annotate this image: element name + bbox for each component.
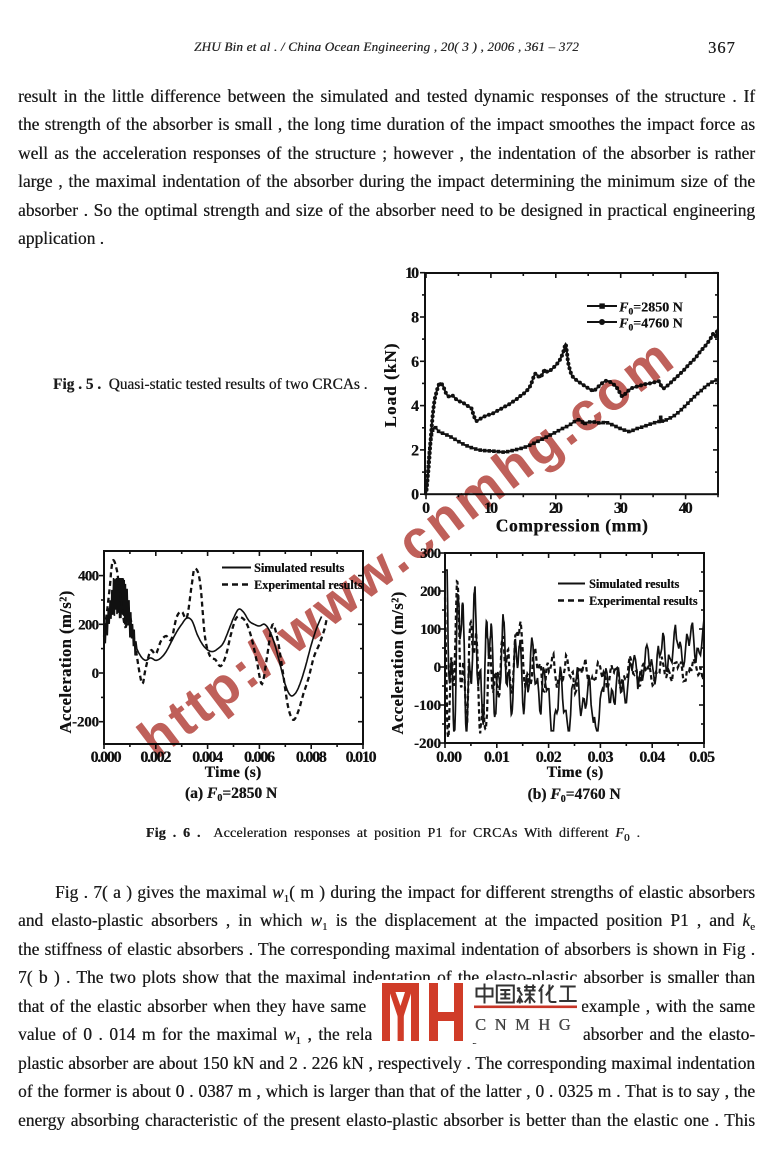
svg-text:10: 10 xyxy=(405,265,419,282)
svg-text:0.04: 0.04 xyxy=(639,749,665,766)
svg-text:2: 2 xyxy=(411,442,419,459)
svg-text:C N M H G: C N M H G xyxy=(475,1015,573,1034)
svg-text:20: 20 xyxy=(549,500,563,517)
svg-text:200: 200 xyxy=(420,584,441,600)
svg-text:0: 0 xyxy=(422,500,430,517)
svg-text:10: 10 xyxy=(484,500,498,517)
svg-text:0.008: 0.008 xyxy=(296,749,327,766)
svg-text:Simulated results: Simulated results xyxy=(589,577,679,591)
svg-text:0.010: 0.010 xyxy=(346,749,377,766)
svg-text:Time (s): Time (s) xyxy=(547,764,604,781)
svg-text:0.03: 0.03 xyxy=(587,749,613,766)
svg-text:-200: -200 xyxy=(414,736,441,752)
svg-text:200: 200 xyxy=(78,617,99,633)
svg-text:Experimental results: Experimental results xyxy=(254,578,363,592)
svg-text:0.004: 0.004 xyxy=(192,749,223,766)
svg-text:0: 0 xyxy=(434,660,442,676)
svg-text:300: 300 xyxy=(420,546,441,562)
svg-text:8: 8 xyxy=(411,310,419,327)
svg-text:Load (kN): Load (kN) xyxy=(381,343,400,428)
svg-text:Simulated results: Simulated results xyxy=(254,561,344,575)
svg-text:(b) F0=4760 N: (b) F0=4760 N xyxy=(527,786,620,805)
svg-text:Experimental results: Experimental results xyxy=(589,594,698,608)
svg-text:Acceleration (m/s²): Acceleration (m/s²) xyxy=(56,590,75,733)
svg-text:0.002: 0.002 xyxy=(140,749,171,766)
svg-text:F0=4760 N: F0=4760 N xyxy=(618,317,683,334)
svg-text:-200: -200 xyxy=(72,715,99,731)
svg-text:-100: -100 xyxy=(414,698,441,714)
svg-text:0.01: 0.01 xyxy=(484,749,510,766)
svg-text:100: 100 xyxy=(420,622,441,638)
svg-text:6: 6 xyxy=(411,354,419,371)
svg-text:0.02: 0.02 xyxy=(536,749,562,766)
svg-text:0.00: 0.00 xyxy=(436,749,462,766)
svg-text:30: 30 xyxy=(614,500,628,517)
svg-text:40: 40 xyxy=(679,500,693,517)
svg-text:(a) F0=2850 N: (a) F0=2850 N xyxy=(185,785,277,804)
svg-text:0.000: 0.000 xyxy=(91,749,122,766)
svg-text:4: 4 xyxy=(411,398,419,415)
svg-text:0: 0 xyxy=(92,666,100,682)
svg-text:0.05: 0.05 xyxy=(689,749,715,766)
svg-text:Compression (mm): Compression (mm) xyxy=(496,516,649,536)
svg-text:Acceleration (m/s²): Acceleration (m/s²) xyxy=(388,591,407,734)
svg-text:0.006: 0.006 xyxy=(244,749,275,766)
svg-text:F0=2850 N: F0=2850 N xyxy=(618,301,683,318)
svg-text:400: 400 xyxy=(78,569,99,585)
svg-text:0: 0 xyxy=(411,487,419,504)
svg-text:Time (s): Time (s) xyxy=(205,764,262,781)
